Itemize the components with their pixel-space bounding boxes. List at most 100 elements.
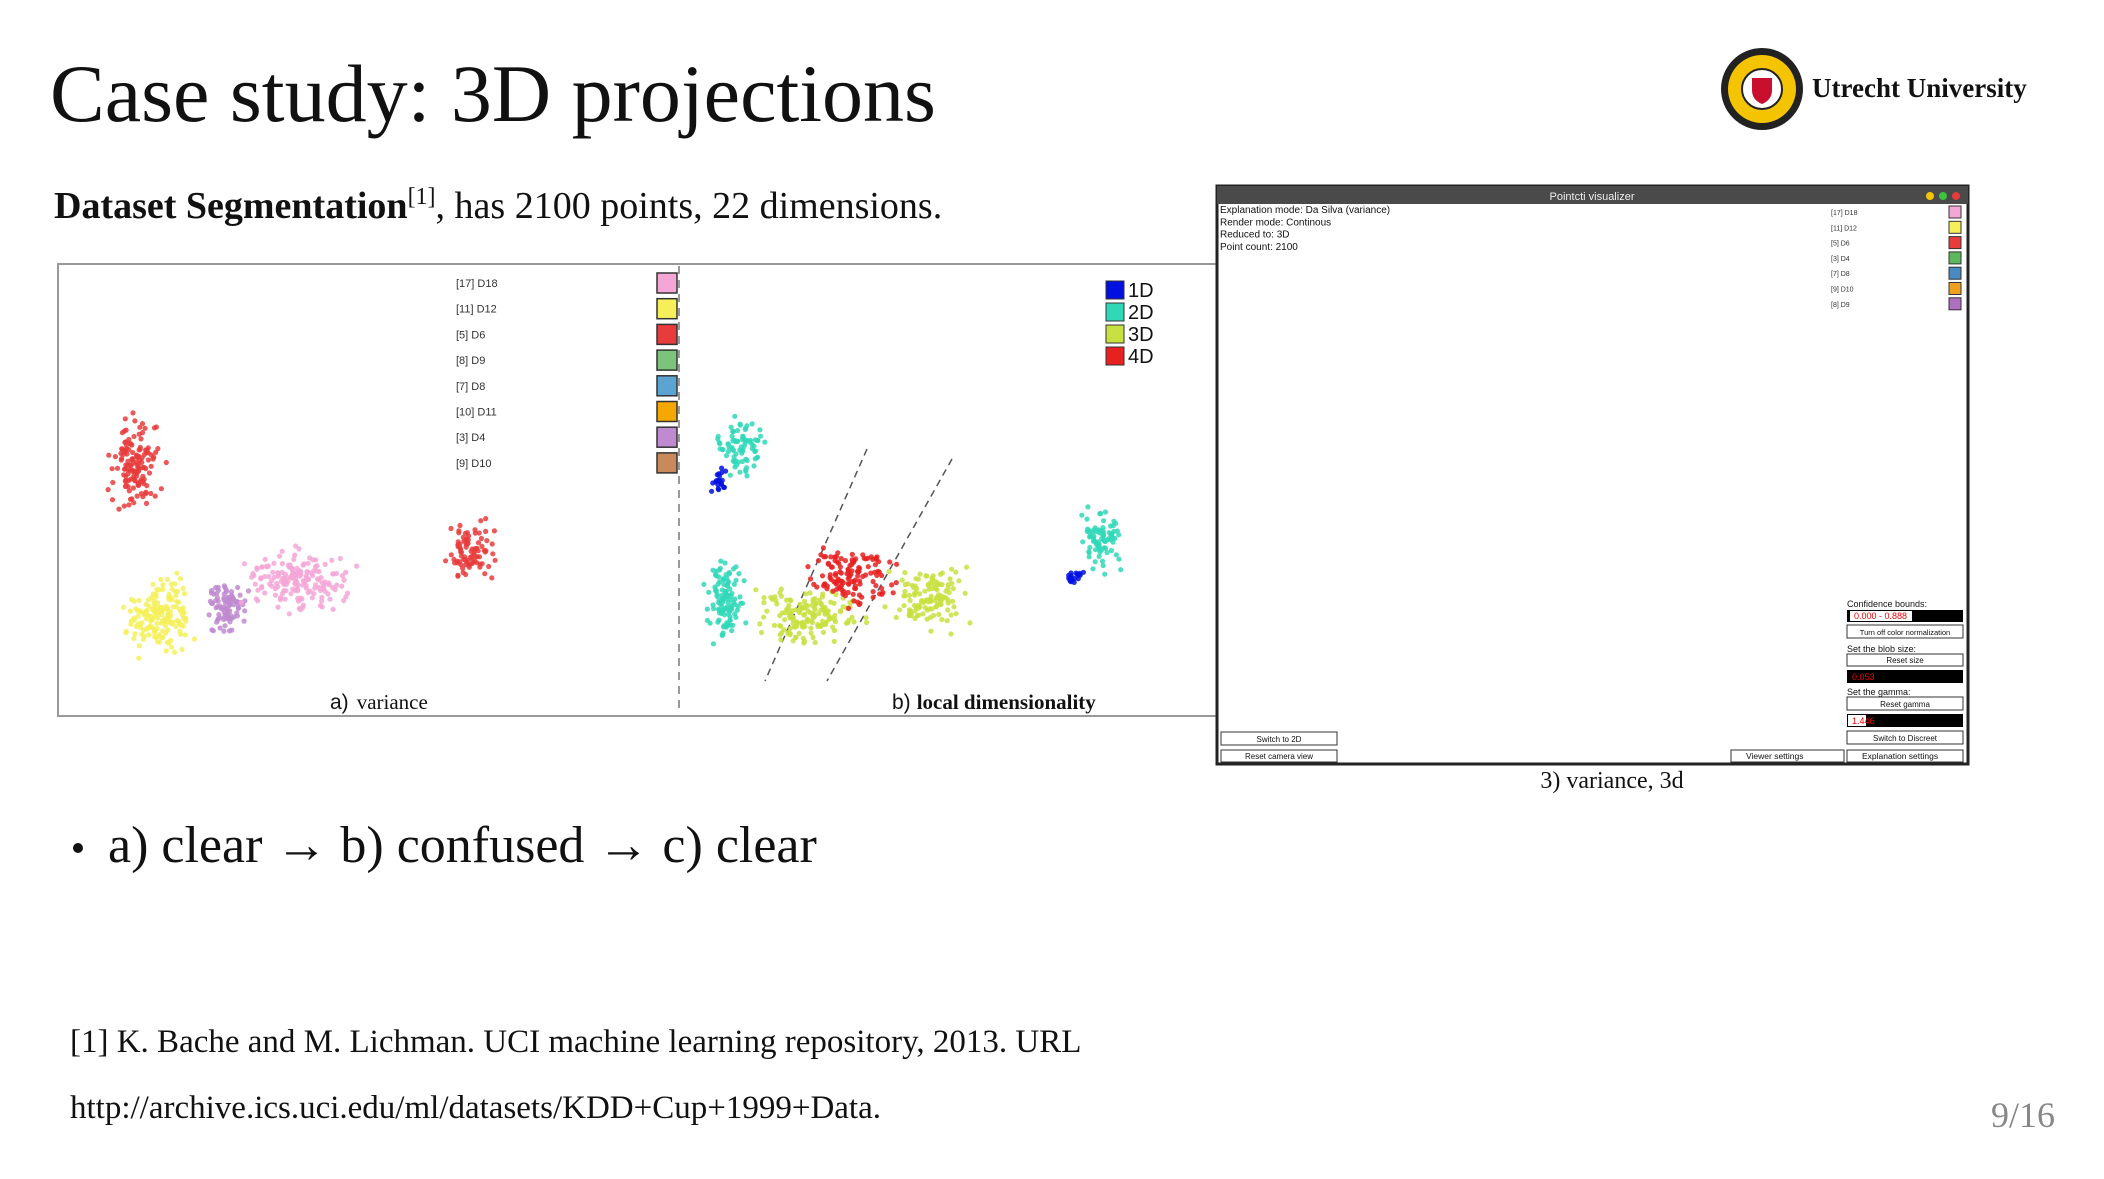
separator-line [764,448,868,682]
point [486,563,492,570]
point [221,591,227,597]
point [820,545,827,551]
point [907,597,913,604]
point [131,635,137,642]
point [945,607,951,613]
point [164,576,171,583]
vis-legend: [17] D18 [11] D12 [5] D6 [3] D4 [7] D8 [9] D1… [1831,205,1962,311]
point [262,556,268,563]
point [740,600,746,606]
point [489,575,495,581]
point [489,541,495,547]
button [1220,731,1338,746]
point [724,603,731,610]
legend-label: [3] D4 [456,432,485,444]
point [786,603,792,609]
point [944,618,950,624]
point [1092,559,1098,565]
point [849,557,855,563]
point [876,559,882,565]
point [734,427,741,434]
point [840,604,846,610]
point [719,632,725,638]
point [709,488,715,494]
point [146,470,153,476]
point [146,632,152,638]
point [321,585,327,592]
point [136,453,142,459]
point [229,596,235,602]
point [829,564,835,570]
point [810,611,816,617]
point [331,571,337,577]
point [133,469,139,475]
point [945,600,951,606]
legend-swatch [1948,236,1962,250]
point [300,562,306,568]
point [288,591,294,597]
point [474,545,480,551]
point [868,570,874,576]
point [845,605,852,612]
point [128,621,134,627]
point [275,604,281,610]
point [805,603,811,609]
legend-swatch [656,426,678,448]
point [146,597,152,603]
button [1846,624,1964,639]
point [181,591,188,597]
point [855,599,861,605]
point [122,483,128,490]
point [828,599,834,605]
point [296,568,302,574]
point [234,599,240,605]
point [137,608,143,614]
point [292,552,298,558]
point [123,442,130,448]
point [340,573,346,579]
point [777,632,783,638]
point [130,449,136,456]
info-panel: Explanation mode: Da Silva (variance)Ren… [1220,205,1390,253]
point [166,591,172,598]
legend-swatch [656,375,678,397]
point [747,439,753,445]
point [163,648,169,654]
point [148,463,154,469]
point [833,591,839,598]
point [458,549,464,555]
intro: Dataset Segmentation[1], has 2100 points… [54,184,942,227]
point [209,600,215,607]
point [928,598,934,604]
point [886,568,892,575]
button-label: Explanation settings [1862,751,1938,761]
point [807,576,814,582]
point [180,615,187,621]
point [1068,570,1074,576]
point [135,613,141,619]
point [934,601,941,607]
legend-label: [7] D8 [456,381,485,393]
point [1112,535,1118,542]
point [155,639,161,645]
point [821,554,827,560]
point [311,591,317,597]
intro-bold: Dataset Segmentation [54,185,408,227]
point [719,465,725,471]
point [1100,530,1106,536]
button-label: Turn off color normalization [1860,628,1950,637]
figure-frame [57,263,1218,717]
point [305,560,311,566]
point [912,615,918,622]
point [723,453,730,459]
point [733,451,739,457]
bullet-text: a) clear → b) confused → c) clear [108,817,817,874]
point [845,589,851,596]
point [226,603,232,609]
point [302,579,308,585]
point [126,436,132,443]
legend-a: [17] D18 [11] D12 [5] D6 [8] D9 [7] D8 [10] D… [456,272,678,474]
point [951,604,957,610]
legend-label: [17] D18 [1831,210,1858,217]
point [226,628,233,634]
